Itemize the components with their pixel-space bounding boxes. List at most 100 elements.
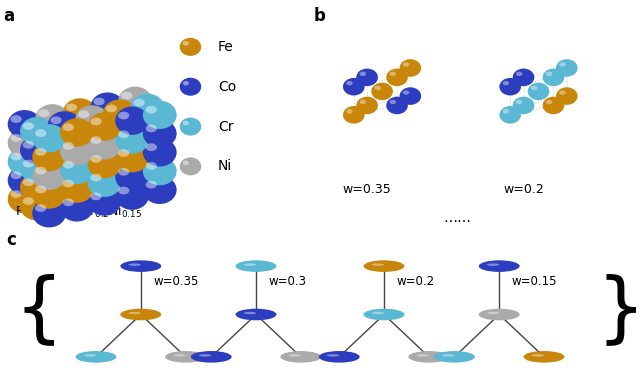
Text: Fe$_{0.35}$Co$_{0.3}$Cr$_{0.2}$Ni$_{0.15}$: Fe$_{0.35}$Co$_{0.3}$Cr$_{0.2}$Ni$_{0.15… xyxy=(15,204,143,220)
Ellipse shape xyxy=(183,41,189,46)
Ellipse shape xyxy=(121,129,132,137)
Ellipse shape xyxy=(131,94,164,122)
Ellipse shape xyxy=(115,107,149,135)
Ellipse shape xyxy=(180,157,201,175)
Ellipse shape xyxy=(32,199,66,228)
Ellipse shape xyxy=(289,354,301,356)
Ellipse shape xyxy=(88,131,122,160)
Ellipse shape xyxy=(543,97,564,114)
Text: w=0.15: w=0.15 xyxy=(512,275,557,288)
Ellipse shape xyxy=(434,351,475,363)
Ellipse shape xyxy=(35,167,46,175)
Ellipse shape xyxy=(35,142,69,170)
Ellipse shape xyxy=(51,173,61,180)
Ellipse shape xyxy=(63,180,74,187)
Ellipse shape xyxy=(360,71,366,76)
Text: a: a xyxy=(3,7,14,25)
Ellipse shape xyxy=(556,87,578,105)
Ellipse shape xyxy=(66,160,77,167)
Ellipse shape xyxy=(546,100,552,104)
Ellipse shape xyxy=(121,92,132,99)
Ellipse shape xyxy=(60,137,93,165)
Ellipse shape xyxy=(115,181,149,210)
Ellipse shape xyxy=(66,104,77,111)
Ellipse shape xyxy=(356,68,378,86)
Ellipse shape xyxy=(66,178,77,186)
Ellipse shape xyxy=(319,351,360,363)
Ellipse shape xyxy=(199,354,211,356)
Ellipse shape xyxy=(390,71,396,76)
Ellipse shape xyxy=(76,180,109,209)
Ellipse shape xyxy=(103,156,137,184)
Ellipse shape xyxy=(103,99,137,128)
Ellipse shape xyxy=(559,90,566,95)
Ellipse shape xyxy=(32,143,66,171)
Ellipse shape xyxy=(143,176,177,204)
Ellipse shape xyxy=(51,154,61,161)
Ellipse shape xyxy=(51,116,61,124)
Ellipse shape xyxy=(191,351,232,363)
Ellipse shape xyxy=(183,161,189,165)
Ellipse shape xyxy=(8,129,42,157)
Ellipse shape xyxy=(516,100,522,104)
Ellipse shape xyxy=(372,312,384,314)
Text: c: c xyxy=(6,231,16,249)
Ellipse shape xyxy=(479,309,520,320)
Ellipse shape xyxy=(531,86,538,90)
Ellipse shape xyxy=(346,109,353,113)
Ellipse shape xyxy=(165,351,206,363)
Ellipse shape xyxy=(93,116,105,124)
Ellipse shape xyxy=(8,185,42,214)
Ellipse shape xyxy=(78,148,90,156)
Ellipse shape xyxy=(374,86,381,90)
Ellipse shape xyxy=(88,150,122,178)
Ellipse shape xyxy=(183,81,189,85)
Ellipse shape xyxy=(63,173,97,202)
Ellipse shape xyxy=(60,156,93,184)
Ellipse shape xyxy=(93,173,105,180)
Ellipse shape xyxy=(390,100,396,104)
Ellipse shape xyxy=(88,187,122,216)
Ellipse shape xyxy=(78,129,90,137)
Ellipse shape xyxy=(91,167,124,196)
Ellipse shape xyxy=(118,105,152,134)
Ellipse shape xyxy=(91,111,124,139)
Text: {: { xyxy=(14,273,63,347)
Ellipse shape xyxy=(90,192,102,200)
Text: w=0.2: w=0.2 xyxy=(503,183,544,196)
Ellipse shape xyxy=(90,155,102,163)
Ellipse shape xyxy=(63,161,74,169)
Ellipse shape xyxy=(129,312,141,314)
Ellipse shape xyxy=(88,169,122,197)
Ellipse shape xyxy=(78,110,90,118)
Ellipse shape xyxy=(121,148,132,156)
Ellipse shape xyxy=(280,351,321,363)
Ellipse shape xyxy=(47,167,81,196)
Ellipse shape xyxy=(143,157,177,185)
Ellipse shape xyxy=(343,106,365,124)
Ellipse shape xyxy=(133,99,145,107)
Ellipse shape xyxy=(121,110,132,118)
Ellipse shape xyxy=(133,155,145,163)
Ellipse shape xyxy=(10,115,22,123)
Ellipse shape xyxy=(399,59,421,77)
Ellipse shape xyxy=(133,118,145,125)
Ellipse shape xyxy=(115,125,149,153)
Text: Ni: Ni xyxy=(218,160,232,174)
Ellipse shape xyxy=(23,141,34,149)
Ellipse shape xyxy=(442,354,454,356)
Ellipse shape xyxy=(106,180,117,187)
Ellipse shape xyxy=(20,155,54,183)
Ellipse shape xyxy=(499,78,521,96)
Ellipse shape xyxy=(35,129,46,137)
Ellipse shape xyxy=(35,104,69,133)
Ellipse shape xyxy=(180,38,201,56)
Text: w=0.35: w=0.35 xyxy=(343,183,392,196)
Text: ……: …… xyxy=(443,211,471,225)
Ellipse shape xyxy=(47,186,81,215)
Ellipse shape xyxy=(47,111,81,139)
Ellipse shape xyxy=(63,98,97,127)
Ellipse shape xyxy=(180,78,201,96)
Ellipse shape xyxy=(527,83,549,100)
Ellipse shape xyxy=(372,263,384,266)
